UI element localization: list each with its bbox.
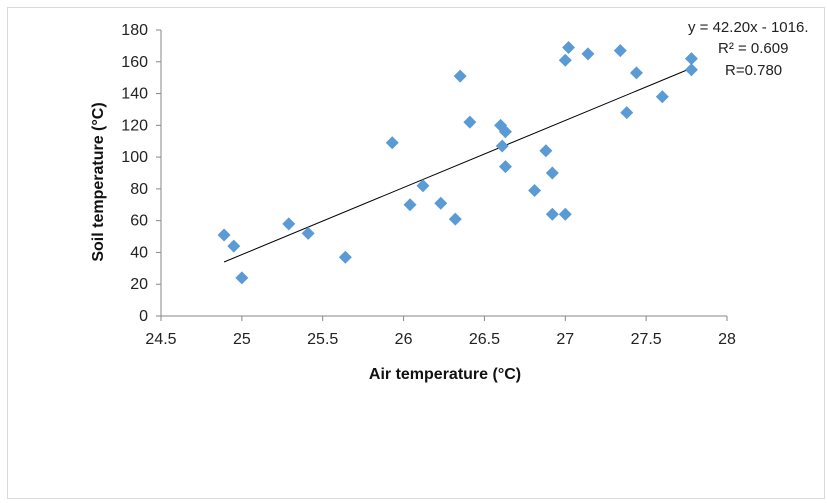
y-tick-label: 180 [121, 22, 148, 39]
data-point [235, 271, 249, 285]
y-tick-label: 80 [130, 181, 148, 198]
x-tick-label: 24.5 [145, 331, 176, 348]
y-tick-label: 60 [130, 213, 148, 230]
data-point [301, 226, 315, 240]
data-point [684, 52, 698, 66]
data-point [403, 198, 417, 212]
data-point [282, 217, 296, 231]
data-point [338, 250, 352, 264]
data-point [217, 228, 231, 242]
data-points [217, 40, 698, 285]
y-tick-label: 120 [121, 117, 148, 134]
data-point [581, 47, 595, 61]
x-tick-label: 27.5 [631, 331, 662, 348]
x-tick-label: 26.5 [469, 331, 500, 348]
data-point [613, 44, 627, 58]
data-point [495, 139, 509, 153]
y-tick-label: 20 [130, 276, 148, 293]
y-tick-label: 0 [139, 308, 148, 325]
chart-area: 0 20 40 60 80 100 120 140 160 180 24.5 25 25.5 26 26.… [7, 7, 825, 499]
data-point [385, 136, 399, 150]
x-tick-label: 25 [233, 331, 251, 348]
x-tick-labels: 24.5 25 25.5 26 26.5 27 27.5 28 [145, 316, 736, 348]
equation-label: y = 42.20x - 1016. [688, 19, 809, 36]
data-point [498, 160, 512, 174]
data-point [558, 207, 572, 221]
data-point [684, 63, 698, 77]
data-point [545, 166, 559, 180]
data-point [498, 125, 512, 139]
data-point [494, 118, 508, 132]
y-tick-label: 40 [130, 244, 148, 261]
x-axis-title: Air temperature (°C) [369, 366, 521, 383]
x-tick-label: 25.5 [307, 331, 338, 348]
x-tick-label: 28 [718, 331, 736, 348]
data-point [453, 69, 467, 83]
data-point [528, 183, 542, 197]
data-point [545, 207, 559, 221]
y-tick-label: 100 [121, 149, 148, 166]
x-tick-label: 26 [395, 331, 413, 348]
y-axis-title: Soil temperature (°C) [90, 102, 107, 261]
y-tick-labels: 0 20 40 60 80 100 120 140 160 180 [121, 22, 161, 325]
data-point [562, 40, 576, 54]
data-point [227, 239, 241, 253]
r-squared-label: R² = 0.609 [718, 40, 788, 57]
data-point [629, 66, 643, 80]
data-point [434, 196, 448, 210]
data-point [416, 179, 430, 193]
x-tick-label: 27 [556, 331, 574, 348]
scatter-chart: 0 20 40 60 80 100 120 140 160 180 24.5 25 25.5 26 26.… [90, 19, 809, 383]
y-tick-label: 140 [121, 86, 148, 103]
axes [160, 30, 727, 317]
trendline [223, 67, 692, 263]
data-point [558, 53, 572, 67]
data-point [539, 144, 553, 158]
r-value-label: R=0.780 [725, 62, 782, 79]
data-point [463, 115, 477, 129]
data-point [620, 106, 634, 120]
y-tick-label: 160 [121, 54, 148, 71]
data-point [448, 212, 462, 226]
data-point [655, 90, 669, 104]
